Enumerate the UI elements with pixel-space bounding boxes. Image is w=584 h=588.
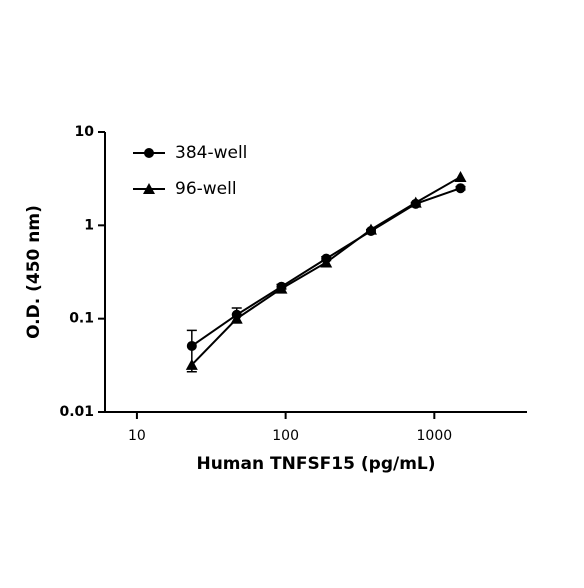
marker (409, 196, 422, 208)
marker (454, 170, 467, 182)
y-tick-label: 10 (75, 124, 95, 140)
x-tick-label: 100 (272, 428, 299, 444)
marker (364, 223, 377, 235)
y-tick-label: 0.1 (69, 311, 94, 327)
x-tick-label: 1000 (417, 428, 453, 444)
legend-marker (143, 183, 155, 194)
x-axis-label: Human TNFSF15 (pg/mL) (196, 454, 435, 474)
legend-label: 96-well (175, 179, 237, 199)
marker (230, 312, 243, 324)
legend-label: 384-well (175, 143, 247, 163)
marker (275, 282, 288, 294)
marker (455, 183, 466, 194)
y-axis-label: O.D. (450 nm) (24, 205, 44, 339)
x-tick-label: 10 (128, 428, 146, 444)
y-tick-label: 0.01 (59, 404, 94, 420)
y-tick-label: 1 (84, 217, 94, 233)
marker (320, 256, 333, 268)
marker (185, 358, 198, 370)
marker (186, 340, 197, 351)
legend-marker (144, 148, 154, 158)
